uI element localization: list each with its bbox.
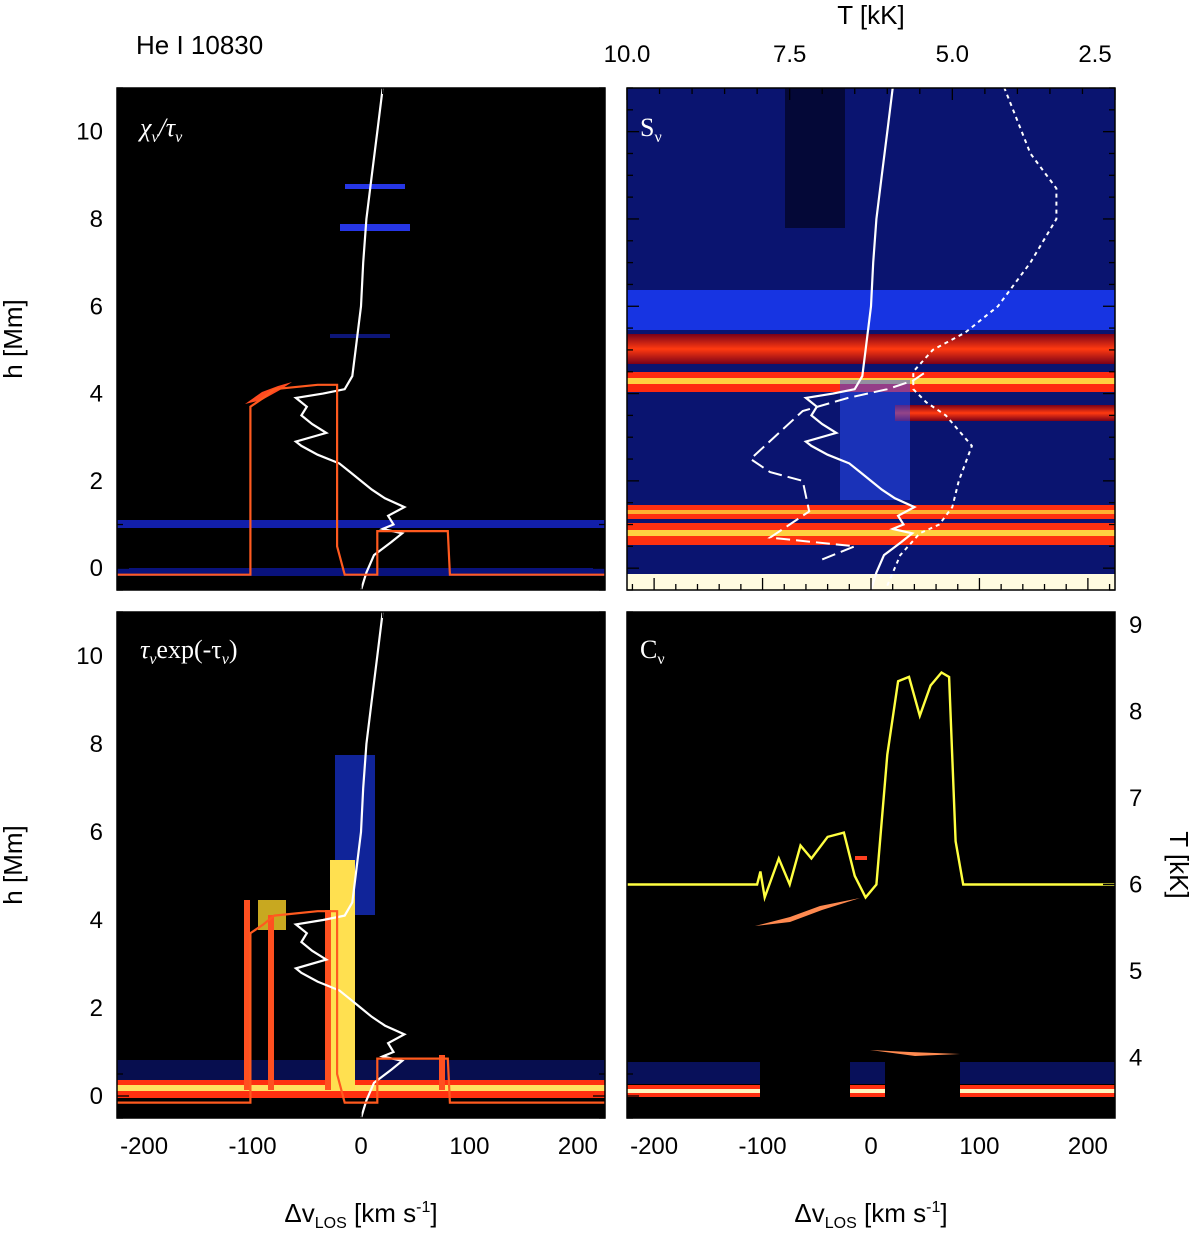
chi-tau-band-8-5mm xyxy=(345,184,405,189)
x-tick-label-bl: 0 xyxy=(354,1133,367,1160)
x-tick-label-br: 200 xyxy=(1068,1133,1108,1160)
tau-exp-left-wall-b xyxy=(268,915,274,1090)
x-tick-label-br: 0 xyxy=(864,1133,877,1160)
y-axis-title-top: h [Mm] xyxy=(0,299,28,378)
top-axis-tick-label: 5.0 xyxy=(936,41,969,68)
y-axis-title-bottom: h [Mm] xyxy=(0,825,28,904)
contribution-gap-left xyxy=(760,1062,850,1097)
x-tick-label-bl: 100 xyxy=(449,1133,489,1160)
right-axis-tick-label: 5 xyxy=(1129,958,1142,985)
y-tick-label-bl: 10 xyxy=(76,643,103,670)
contribution-heatmap xyxy=(627,856,1115,1097)
tau-exp-band-base-core xyxy=(117,1085,605,1091)
tau-unity-line-tl xyxy=(117,383,605,576)
y-tick-label-tl: 6 xyxy=(90,293,103,320)
panel-label-source: Sν xyxy=(640,113,662,146)
right-axis-tick-label: 6 xyxy=(1129,871,1142,898)
y-tick-label-bl: 2 xyxy=(90,995,103,1022)
panel-label-chi-tau: χν/τν xyxy=(137,113,183,146)
x-tick-label-br: 100 xyxy=(959,1133,999,1160)
top-axis-title: T [kK] xyxy=(837,0,904,30)
y-tick-label-tl: 0 xyxy=(90,555,103,582)
overlay-lines xyxy=(117,88,1115,1118)
source-temperature-dashed-line xyxy=(748,370,927,561)
source-glow-center xyxy=(840,380,910,500)
source-mask-left xyxy=(760,395,815,495)
source-band-5mm xyxy=(627,334,1115,364)
tau-exp-haze xyxy=(117,1060,605,1080)
tau-exp-left-wall-a xyxy=(244,900,250,1090)
y-tick-label-bl: 4 xyxy=(90,907,103,934)
top-axis-tick-label: 7.5 xyxy=(773,41,806,68)
tau-exp-mid-wall xyxy=(325,910,331,1090)
source-blue-base xyxy=(627,88,1115,578)
chi-tau-band-5mm xyxy=(330,334,390,338)
chi-tau-band-low xyxy=(117,520,605,528)
y-tick-label-tl: 2 xyxy=(90,468,103,495)
tau-exp-heatmap xyxy=(117,755,605,1098)
x-axis-title-right: ΔvLOS [km s-1] xyxy=(794,1198,947,1232)
x-tick-label-bl: 200 xyxy=(558,1133,598,1160)
contribution-haze xyxy=(627,1062,1115,1084)
chi-tau-band-8mm xyxy=(340,224,410,231)
y-tick-label-tl: 8 xyxy=(90,206,103,233)
right-axis-tick-label: 7 xyxy=(1129,785,1142,812)
velocity-profile-line-tr xyxy=(803,88,917,590)
top-axis-tick-label: 10.0 xyxy=(604,41,651,68)
panel-chi-tau-background xyxy=(117,88,605,590)
tau-unity-line-bl xyxy=(117,910,605,1104)
spectral-line-label: He I 10830 xyxy=(136,30,263,60)
right-axis-title: T [kK] xyxy=(1164,831,1194,898)
source-band-1mm-core xyxy=(627,510,1115,514)
source-heatmap xyxy=(627,88,1115,590)
y-tick-label-tl: 4 xyxy=(90,381,103,408)
tau-exp-right-wall xyxy=(439,1055,445,1090)
velocity-profile-line-bl xyxy=(293,612,407,1118)
right-axis-tick-label: 9 xyxy=(1129,612,1142,639)
tau-exp-yellow-column xyxy=(330,860,355,1090)
source-temperature-dotted-line xyxy=(886,88,1058,586)
temperature-profile-line xyxy=(627,670,1115,903)
source-band-0-6mm-core xyxy=(627,530,1115,536)
y-tick-label-bl: 8 xyxy=(90,731,103,758)
contribution-streak-low xyxy=(870,1050,960,1056)
velocity-profile-line-tl xyxy=(293,88,407,590)
x-tick-label-br: -200 xyxy=(630,1133,678,1160)
contribution-dot-5mm xyxy=(855,856,867,860)
top-axis-tick-label: 2.5 xyxy=(1078,41,1111,68)
panel-contribution-background xyxy=(627,612,1115,1118)
y-tick-label-bl: 6 xyxy=(90,819,103,846)
source-dark-column xyxy=(785,88,845,228)
contribution-streak-upper xyxy=(755,898,860,926)
x-axis-title-left: ΔvLOS [km s-1] xyxy=(284,1198,437,1232)
source-band-3-5mm xyxy=(895,405,1115,421)
contribution-band-base-core xyxy=(627,1089,1115,1093)
right-axis-tick-label: 8 xyxy=(1129,698,1142,725)
y-tick-label-tl: 10 xyxy=(76,119,103,146)
x-tick-label-br: -100 xyxy=(739,1133,787,1160)
x-tick-label-bl: -100 xyxy=(229,1133,277,1160)
chi-tau-band-base xyxy=(117,568,605,576)
contribution-gap-right xyxy=(885,1062,960,1097)
panel-label-tau-exp: τνexp(-τν) xyxy=(140,635,238,668)
y-tick-label-bl: 0 xyxy=(90,1083,103,1110)
right-axis-tick-label: 4 xyxy=(1129,1044,1142,1071)
panel-label-contribution: Cν xyxy=(640,635,665,668)
x-tick-label-bl: -200 xyxy=(120,1133,168,1160)
